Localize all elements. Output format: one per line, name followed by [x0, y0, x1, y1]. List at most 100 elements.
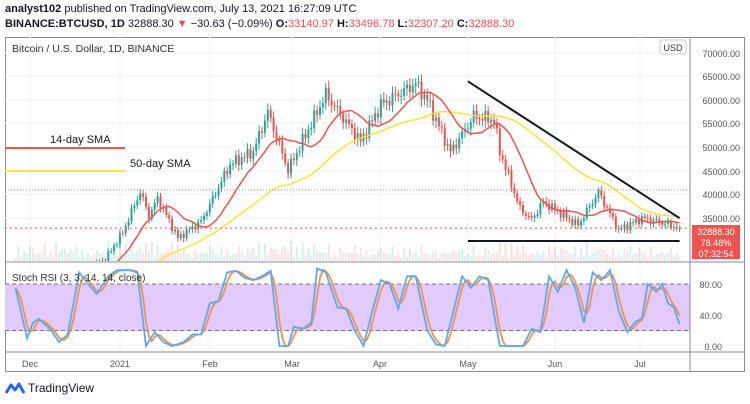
candle-body: [142, 193, 145, 198]
candle-body: [406, 84, 408, 89]
volume-bar: [664, 254, 667, 261]
volume-bar: [542, 251, 545, 261]
time-tick-label: Feb: [202, 359, 218, 369]
candle-body: [281, 140, 284, 154]
volume-bar: [20, 256, 23, 261]
volume-bar: [490, 253, 493, 261]
volume-bar: [669, 247, 672, 261]
volume-bar: [104, 253, 107, 261]
volume-bar: [408, 248, 411, 261]
volume-bar: [617, 253, 620, 261]
candle-body: [234, 155, 237, 164]
price-tick-label: 45000.00: [702, 167, 740, 177]
candle-body: [93, 268, 95, 269]
candle-body: [661, 222, 664, 225]
candle-body: [553, 203, 556, 211]
volume-bar: [649, 246, 652, 261]
volume-bar: [330, 257, 333, 261]
descending-trendline: [467, 80, 681, 220]
candle-body: [440, 126, 443, 128]
volume-bar: [310, 255, 313, 261]
candle-body: [635, 218, 638, 223]
volume-bar: [646, 257, 649, 261]
tradingview-icon: [5, 382, 25, 394]
candle-body: [374, 113, 377, 121]
candle-body: [559, 210, 562, 218]
candle-body: [188, 229, 191, 231]
volume-bar: [475, 256, 478, 261]
candle-body: [211, 195, 214, 204]
volume-bar: [87, 252, 89, 261]
tradingview-logo[interactable]: TradingView: [5, 381, 94, 395]
volume-bar: [81, 249, 84, 261]
currency-label: USD: [663, 43, 683, 53]
candle-body: [391, 93, 394, 106]
volume-bar: [205, 251, 208, 261]
candle-body: [429, 100, 432, 102]
volume-bar: [281, 247, 284, 261]
volume-bar: [255, 255, 258, 261]
candle-body: [327, 87, 330, 101]
candle-body: [582, 218, 585, 222]
candle-body: [287, 162, 290, 174]
volume-bar: [658, 254, 661, 261]
publish-info: analyst102 published on TradingView.com,…: [5, 3, 356, 15]
volume-bar: [435, 251, 437, 261]
volume-bar: [353, 245, 356, 261]
candle-body: [658, 219, 661, 223]
candle-body: [179, 234, 182, 239]
author[interactable]: analyst102: [5, 3, 62, 15]
candle-body: [426, 94, 429, 101]
candle-body: [304, 133, 307, 139]
candle-body: [240, 157, 243, 166]
candle-body: [159, 196, 162, 209]
currency-badge[interactable]: [659, 39, 687, 55]
candle-body: [516, 193, 519, 202]
volume-bar: [153, 256, 156, 261]
volume-bar: [284, 246, 287, 261]
candle-body: [466, 128, 469, 130]
volume-bar: [609, 255, 611, 261]
volume-bar: [513, 255, 516, 261]
volume-bar: [620, 256, 623, 261]
candle-body: [333, 105, 336, 107]
volume-bar: [226, 250, 229, 261]
time-tick-label: Dec: [22, 359, 39, 369]
candle-body: [472, 110, 475, 123]
candle-body: [205, 212, 208, 217]
volume-bar: [246, 248, 249, 261]
candle-body: [226, 170, 229, 175]
candle-body: [397, 94, 400, 97]
price-tag-percent: 78.48%: [701, 238, 732, 248]
candle-body: [513, 187, 516, 194]
down-arrow-icon: ▼: [176, 18, 188, 30]
price-tag: [692, 225, 740, 259]
candle-body: [116, 244, 118, 246]
candle-body: [339, 106, 342, 114]
volume-bar: [29, 245, 31, 261]
stoch-title: Stoch RSI (3, 3, 14, 14, close): [12, 273, 145, 284]
candle-body: [481, 118, 484, 121]
volume-bar: [574, 246, 577, 261]
candle-body: [493, 119, 495, 124]
volume-bar: [466, 254, 469, 261]
volume-bar: [553, 246, 556, 261]
volume-bar: [139, 248, 142, 261]
candle-body: [394, 93, 397, 95]
candle-body: [368, 120, 371, 139]
volume-bar: [640, 252, 643, 261]
volume-bar: [261, 257, 263, 261]
volume-bar: [23, 251, 26, 261]
volume-bar: [423, 252, 426, 261]
candle-body: [165, 207, 168, 216]
price-tick-label: 40000.00: [702, 190, 740, 200]
candle-body: [655, 219, 658, 221]
logo-text: TradingView: [28, 381, 95, 395]
stoch-tick-label: 80.00: [699, 280, 722, 290]
candle-body: [246, 149, 249, 158]
volume-bar: [632, 254, 635, 261]
volume-bar: [298, 257, 301, 261]
volume-bar: [484, 247, 487, 261]
volume-bar: [359, 247, 362, 261]
